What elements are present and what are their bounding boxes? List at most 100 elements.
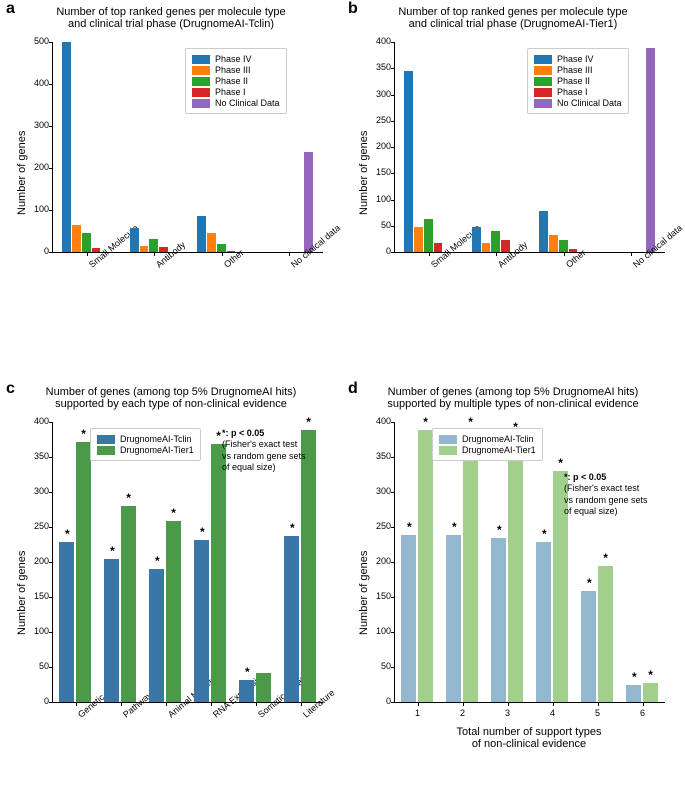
bar	[130, 228, 139, 252]
bar	[536, 542, 551, 702]
bar	[646, 48, 655, 252]
xtick: 1	[395, 708, 440, 718]
bar	[62, 42, 71, 252]
bar	[472, 227, 481, 252]
legend-item: Phase II	[192, 76, 280, 86]
bar	[59, 542, 74, 702]
ytick: 50	[363, 661, 391, 671]
panel-b-title: Number of top ranked genes per molecule …	[342, 6, 684, 30]
legend-item: Phase I	[192, 87, 280, 97]
xtick: Pathway	[121, 712, 127, 720]
legend-label: Phase IV	[215, 54, 252, 64]
ytick: 50	[21, 661, 49, 671]
bar	[559, 240, 568, 252]
bar	[446, 535, 461, 702]
panel-b: b Number of top ranked genes per molecul…	[342, 0, 684, 330]
legend-swatch	[534, 99, 552, 108]
bar	[121, 506, 136, 702]
xtick: Small Molecule	[429, 262, 435, 270]
legend-item: Phase II	[534, 76, 622, 86]
sig-star: *	[421, 415, 431, 429]
legend-label: Phase II	[215, 76, 248, 86]
panel-c-sig-note: *: p < 0.05 (Fisher's exact test vs rand…	[222, 428, 306, 473]
ytick: 200	[363, 141, 391, 151]
ytick: 150	[363, 167, 391, 177]
legend-label: No Clinical Data	[557, 98, 622, 108]
bar	[643, 683, 658, 702]
panel-d-plot: 050100150200250300350400**1**2**3**4**5*…	[394, 422, 665, 703]
sig-star: *	[107, 544, 117, 558]
bar	[72, 225, 81, 252]
ytick: 100	[21, 204, 49, 214]
xtick: Somatic Mutation	[256, 712, 262, 720]
legend-swatch	[192, 99, 210, 108]
legend-item: DrugnomeAI-Tier1	[97, 445, 194, 455]
xtick: 3	[485, 708, 530, 718]
panel-d-sig-note: *: p < 0.05 (Fisher's exact test vs rand…	[564, 472, 648, 517]
xtick: Genetic	[76, 712, 82, 720]
sig-star: *	[404, 520, 414, 534]
bar	[626, 685, 641, 703]
sig-star: *	[79, 427, 89, 441]
ytick: 300	[363, 89, 391, 99]
legend-label: DrugnomeAI-Tier1	[120, 445, 194, 455]
bar	[239, 680, 254, 702]
legend-label: DrugnomeAI-Tier1	[462, 445, 536, 455]
legend-swatch	[97, 435, 115, 444]
ytick: 350	[363, 62, 391, 72]
panel-a: a Number of top ranked genes per molecul…	[0, 0, 342, 330]
ytick: 400	[363, 416, 391, 426]
panel-a-ylabel: Number of genes	[16, 131, 28, 215]
bar	[539, 211, 548, 252]
legend-item: Phase III	[534, 65, 622, 75]
panel-c-legend: DrugnomeAI-TclinDrugnomeAI-Tier1	[90, 428, 201, 461]
ytick: 300	[363, 486, 391, 496]
panel-c-title: Number of genes (among top 5% DrugnomeAI…	[0, 386, 342, 410]
ytick: 300	[21, 486, 49, 496]
legend-item: No Clinical Data	[534, 98, 622, 108]
sig-star: *	[152, 554, 162, 568]
bar	[491, 538, 506, 703]
bar	[207, 233, 216, 252]
ytick: 400	[363, 36, 391, 46]
bar	[508, 435, 523, 702]
xtick: 2	[440, 708, 485, 718]
sig-star: *	[287, 521, 297, 535]
bar	[414, 227, 423, 252]
legend-swatch	[439, 446, 457, 455]
ytick: 100	[363, 194, 391, 204]
bar	[82, 233, 91, 252]
panel-a-legend: Phase IVPhase IIIPhase IIPhase INo Clini…	[185, 48, 287, 114]
xtick: Animal Models	[166, 712, 172, 720]
legend-swatch	[439, 435, 457, 444]
legend-label: Phase III	[215, 65, 251, 75]
legend-swatch	[192, 55, 210, 64]
xtick: Other	[564, 262, 570, 270]
bar	[404, 71, 413, 252]
legend-swatch	[534, 55, 552, 64]
xtick: No clinical data	[289, 262, 295, 270]
legend-label: DrugnomeAI-Tclin	[462, 434, 534, 444]
bar	[284, 536, 299, 702]
ytick: 300	[21, 120, 49, 130]
legend-item: Phase IV	[534, 54, 622, 64]
sig-star: *	[197, 525, 207, 539]
xtick: Antibody	[154, 262, 160, 270]
bar	[418, 430, 433, 702]
legend-label: No Clinical Data	[215, 98, 280, 108]
panel-b-legend: Phase IVPhase IIIPhase IIPhase INo Clini…	[527, 48, 629, 114]
bar	[140, 246, 149, 252]
ytick: 200	[363, 556, 391, 566]
ytick: 350	[363, 451, 391, 461]
bar	[401, 535, 416, 702]
ytick: 100	[363, 626, 391, 636]
xtick: 4	[530, 708, 575, 718]
bar	[424, 219, 433, 252]
bar	[149, 569, 164, 702]
xtick: Other	[222, 262, 228, 270]
xtick: Literature	[301, 712, 307, 720]
ytick: 0	[363, 246, 391, 256]
legend-swatch	[192, 66, 210, 75]
xtick: Antibody	[496, 262, 502, 270]
bar	[304, 152, 313, 252]
